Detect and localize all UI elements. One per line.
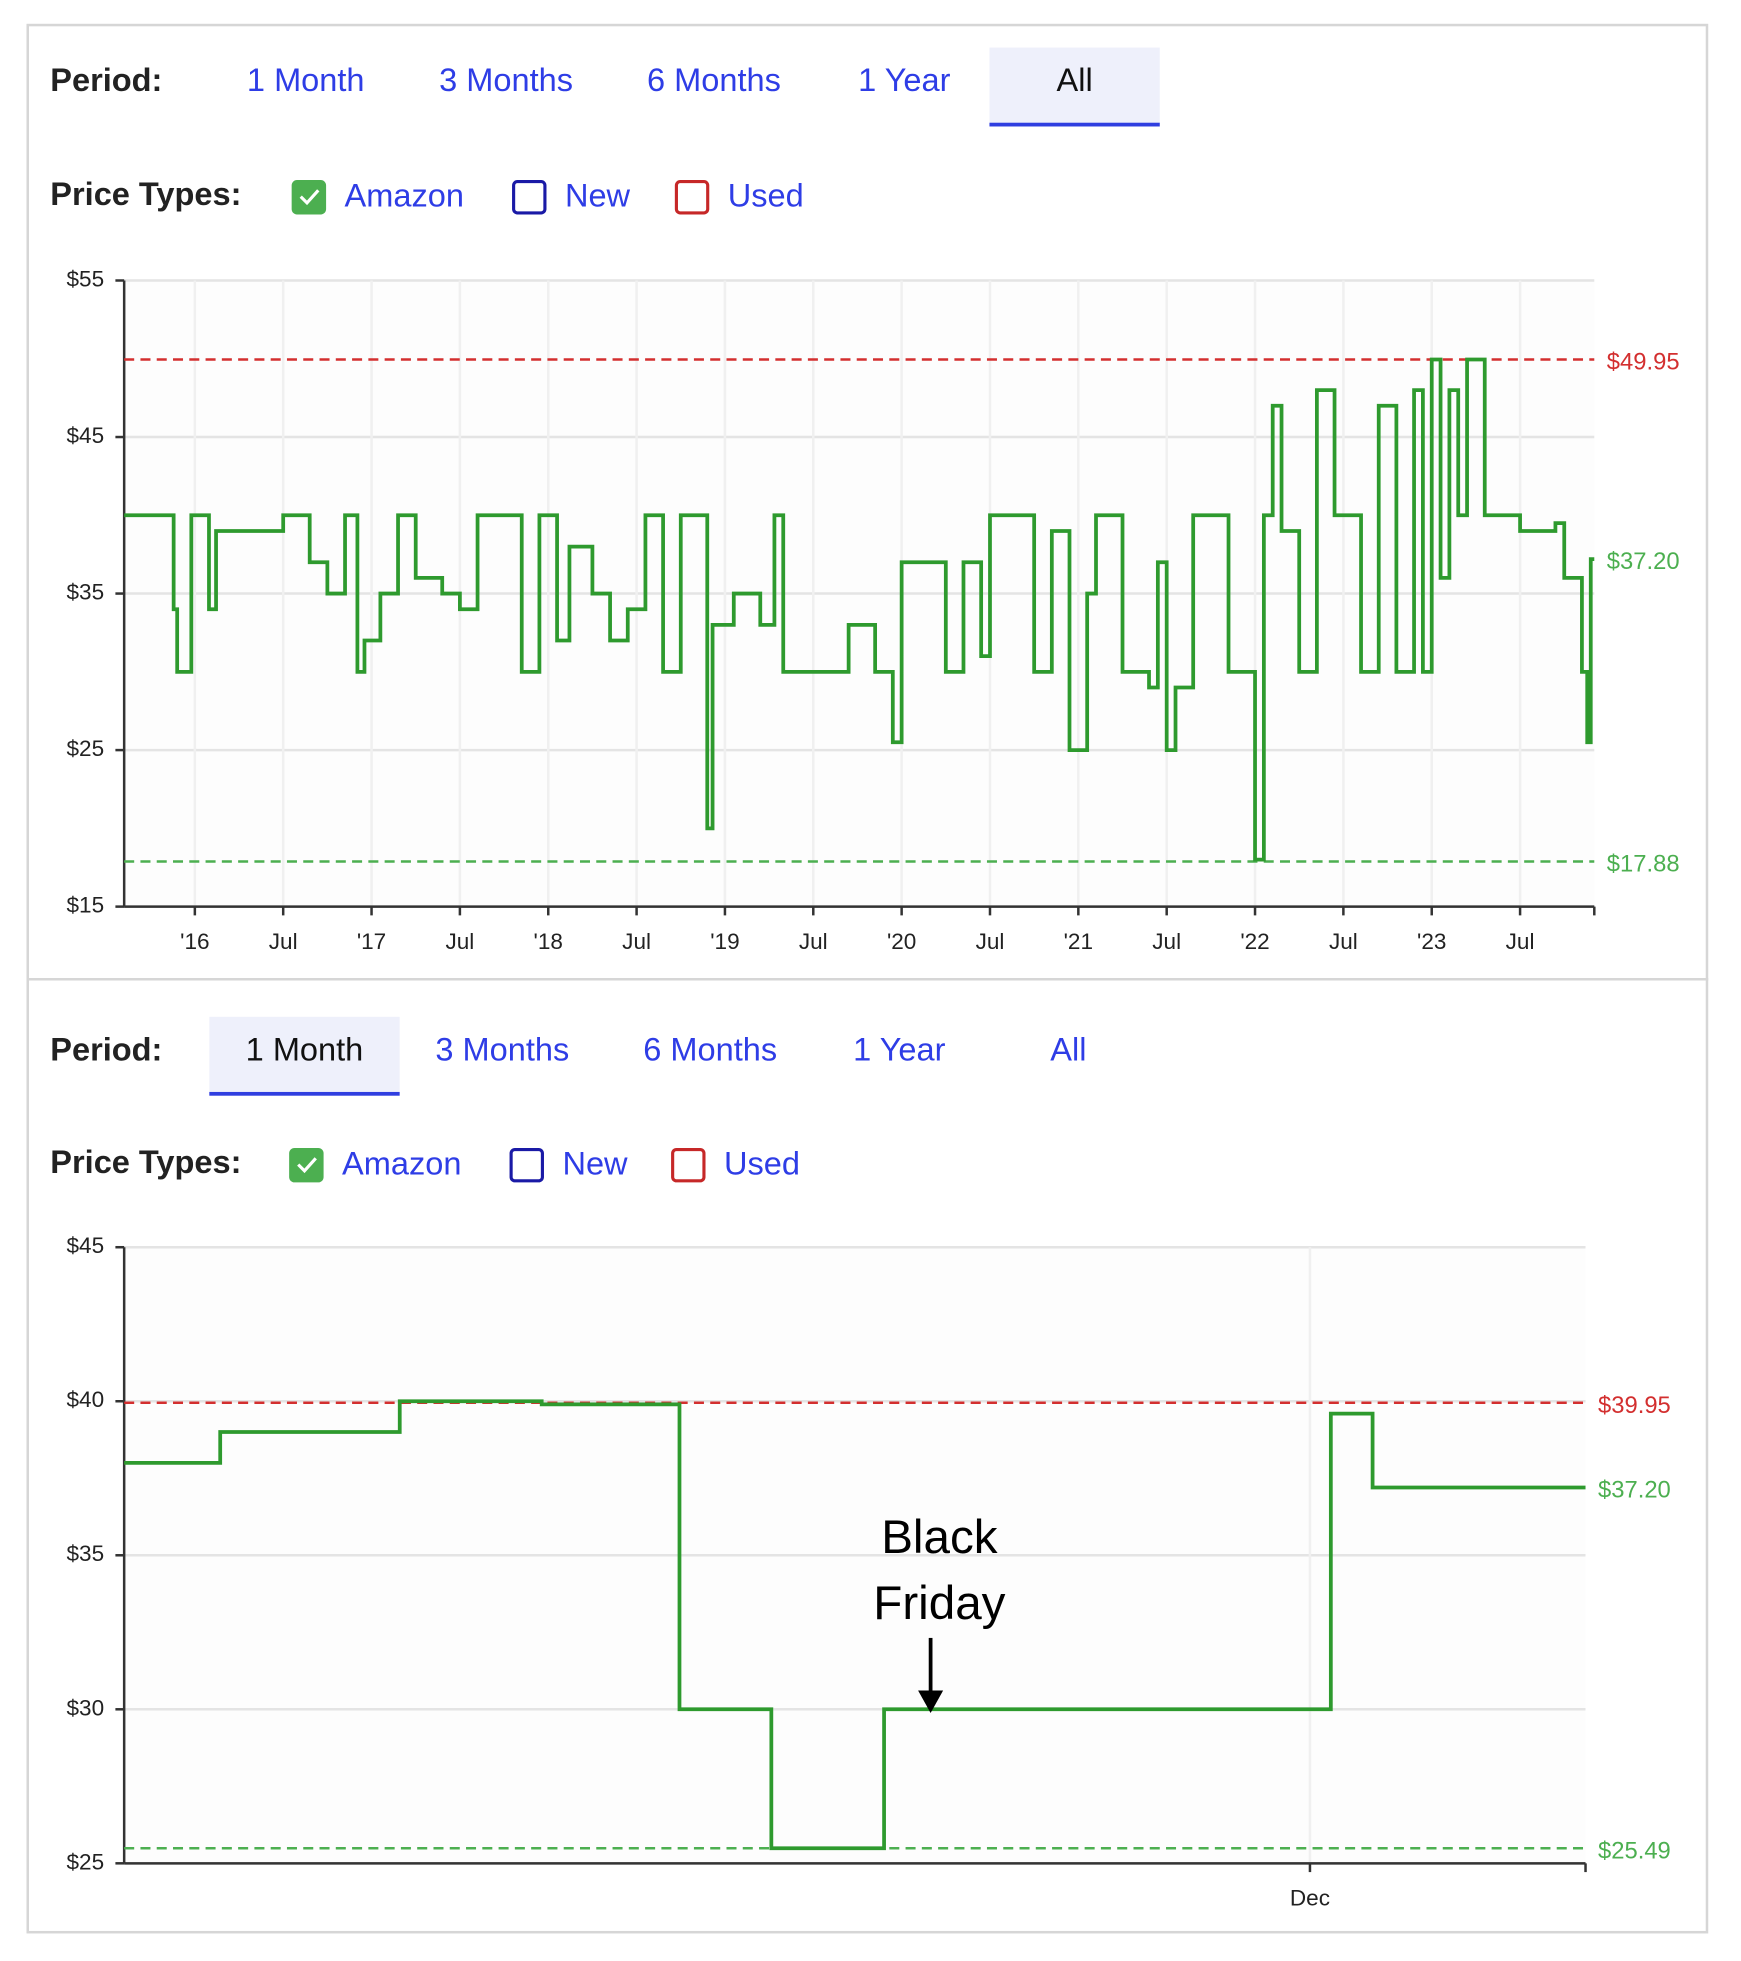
period-tab[interactable]: 3 Months	[439, 62, 573, 98]
checkbox[interactable]	[289, 1147, 324, 1183]
active-tab-underline	[209, 1091, 400, 1096]
price-type-label[interactable]: Amazon	[345, 177, 464, 213]
reference-label: $39.95	[1598, 1392, 1671, 1419]
x-tick-label: '19	[710, 929, 739, 954]
x-tick-label: '22	[1240, 929, 1269, 954]
x-tick-label: Jul	[1506, 929, 1535, 954]
period-tab[interactable]: 3 Months	[435, 1031, 569, 1067]
price-line	[124, 1399, 1586, 1851]
checkbox[interactable]	[671, 1147, 706, 1183]
x-tick-label: Jul	[622, 929, 651, 954]
period-tab[interactable]: 6 Months	[647, 62, 781, 98]
x-tick-label: Jul	[976, 929, 1005, 954]
x-tick-label: Jul	[269, 929, 298, 954]
x-tick-label: '23	[1417, 929, 1446, 954]
y-tick-label: $45	[67, 423, 105, 448]
period-label: Period:	[50, 62, 162, 98]
period-tab[interactable]: 1 Month	[246, 1031, 364, 1067]
period-tab[interactable]: 1 Month	[247, 62, 365, 98]
reference-label: $37.20	[1598, 1477, 1671, 1504]
period-tab[interactable]: All	[1050, 1031, 1086, 1067]
x-tick-label: Jul	[799, 929, 828, 954]
period-tab[interactable]: 1 Year	[858, 62, 950, 98]
period-tab[interactable]: 1 Year	[853, 1031, 945, 1067]
price-line	[124, 357, 1595, 862]
y-tick-label: $25	[67, 1849, 105, 1874]
x-tick-label: Dec	[1290, 1886, 1330, 1911]
active-tab-bg	[989, 47, 1160, 126]
price-type-label[interactable]: Used	[724, 1145, 800, 1181]
checkbox[interactable]	[291, 180, 327, 215]
annotation-arrowhead	[918, 1690, 944, 1714]
period-label: Period:	[50, 1031, 162, 1067]
price-types-label: Price Types:	[50, 1144, 241, 1180]
y-tick-label: $15	[67, 893, 105, 918]
annotation: Black	[881, 1511, 998, 1564]
x-tick-label: Jul	[1152, 929, 1181, 954]
price-types-label: Price Types:	[50, 176, 241, 212]
checkmark	[299, 189, 320, 206]
y-tick-label: $40	[67, 1387, 105, 1412]
reference-label: $17.88	[1607, 851, 1680, 878]
y-tick-label: $55	[67, 266, 105, 291]
x-tick-label: '17	[357, 929, 386, 954]
reference-label: $37.20	[1607, 548, 1680, 575]
x-tick-label: '21	[1064, 929, 1093, 954]
price-type-label[interactable]: Used	[728, 177, 804, 213]
checkmark	[297, 1157, 317, 1174]
x-tick-label: Jul	[445, 929, 474, 954]
period-tab[interactable]: 6 Months	[643, 1031, 777, 1067]
y-tick-label: $25	[67, 736, 105, 761]
x-tick-label: '16	[180, 929, 209, 954]
price-type-label[interactable]: New	[565, 177, 631, 213]
reference-label: $49.95	[1607, 349, 1680, 376]
active-tab-underline	[989, 122, 1160, 127]
checkbox[interactable]	[674, 180, 710, 215]
price-type-label[interactable]: New	[562, 1145, 628, 1181]
period-tab[interactable]: All	[1057, 62, 1093, 98]
annotation: Friday	[873, 1577, 1005, 1630]
y-tick-label: $35	[67, 580, 105, 605]
y-tick-label: $35	[67, 1541, 105, 1566]
active-tab-bg	[209, 1016, 400, 1095]
x-tick-label: '18	[534, 929, 563, 954]
checkbox[interactable]	[512, 180, 547, 215]
x-tick-label: Jul	[1329, 929, 1358, 954]
reference-label: $25.49	[1598, 1837, 1671, 1864]
checkbox[interactable]	[509, 1147, 544, 1183]
y-tick-label: $45	[67, 1233, 105, 1258]
x-tick-label: '20	[887, 929, 916, 954]
y-tick-label: $30	[67, 1695, 105, 1720]
price-type-label[interactable]: Amazon	[342, 1145, 461, 1181]
